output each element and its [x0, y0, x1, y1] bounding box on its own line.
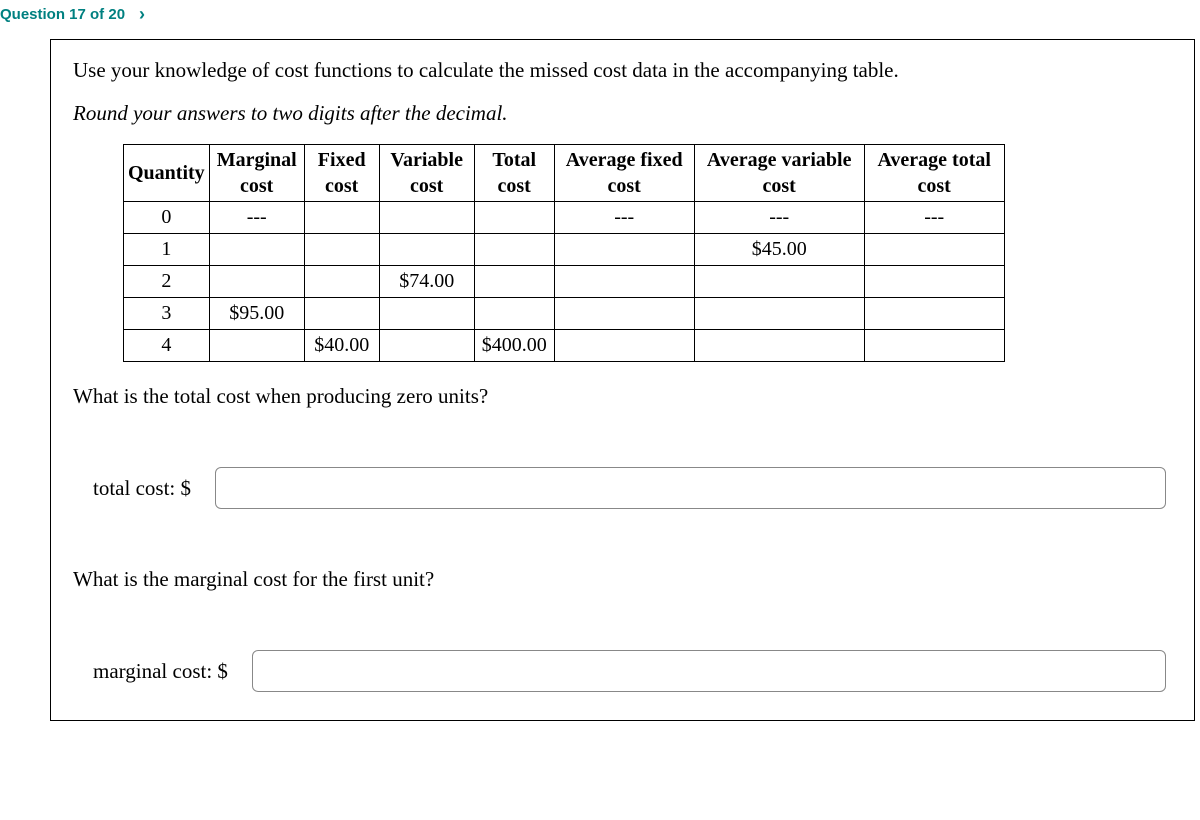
cell — [554, 330, 694, 362]
marginal-cost-input[interactable] — [252, 650, 1166, 692]
cell — [304, 202, 379, 234]
sub-question-2: What is the marginal cost for the first … — [73, 567, 1172, 592]
cell — [554, 298, 694, 330]
col-avg-fixed-cost: Average fixedcost — [554, 145, 694, 202]
cell: 4 — [124, 330, 210, 362]
total-cost-label: total cost: $ — [93, 476, 191, 501]
cell — [379, 202, 474, 234]
sub-question-1: What is the total cost when producing ze… — [73, 384, 1172, 409]
question-body: Use your knowledge of cost functions to … — [50, 39, 1195, 721]
cell: $400.00 — [474, 330, 554, 362]
table-row: 4 $40.00 $400.00 — [124, 330, 1005, 362]
answer-row-total-cost: total cost: $ — [93, 467, 1172, 509]
table-row: 0 --- --- --- --- — [124, 202, 1005, 234]
cell — [474, 266, 554, 298]
cell — [379, 298, 474, 330]
question-header: Question 17 of 20 › — [0, 0, 1200, 39]
cell: 2 — [124, 266, 210, 298]
cell — [304, 234, 379, 266]
cost-table: Quantity Marginalcost Fixedcost Variable… — [123, 144, 1005, 362]
cell — [864, 330, 1004, 362]
cell: $74.00 — [379, 266, 474, 298]
question-instruction: Round your answers to two digits after t… — [73, 101, 1172, 126]
col-total-cost: Totalcost — [474, 145, 554, 202]
cell: --- — [694, 202, 864, 234]
cell: 1 — [124, 234, 210, 266]
col-avg-variable-cost: Average variablecost — [694, 145, 864, 202]
total-cost-input[interactable] — [215, 467, 1166, 509]
cell — [864, 266, 1004, 298]
table-row: 1 $45.00 — [124, 234, 1005, 266]
cell — [694, 298, 864, 330]
cell: --- — [209, 202, 304, 234]
cell — [474, 234, 554, 266]
table-body: 0 --- --- --- --- 1 $45.00 2 — [124, 202, 1005, 362]
marginal-cost-label: marginal cost: $ — [93, 659, 228, 684]
next-question-icon[interactable]: › — [139, 4, 145, 25]
question-counter: Question 17 of 20 — [0, 6, 125, 23]
cell — [864, 234, 1004, 266]
cell — [209, 234, 304, 266]
cell: 3 — [124, 298, 210, 330]
cell — [304, 266, 379, 298]
cell — [864, 298, 1004, 330]
cell — [694, 266, 864, 298]
cell — [554, 234, 694, 266]
cell: --- — [554, 202, 694, 234]
col-quantity: Quantity — [124, 145, 210, 202]
cell — [474, 202, 554, 234]
question-prompt: Use your knowledge of cost functions to … — [73, 56, 1172, 85]
cell — [554, 266, 694, 298]
cell: $95.00 — [209, 298, 304, 330]
col-marginal-cost: Marginalcost — [209, 145, 304, 202]
cell — [474, 298, 554, 330]
cell — [379, 234, 474, 266]
cell — [379, 330, 474, 362]
cell: $45.00 — [694, 234, 864, 266]
cell — [209, 330, 304, 362]
table-header-row: Quantity Marginalcost Fixedcost Variable… — [124, 145, 1005, 202]
col-avg-total-cost: Average totalcost — [864, 145, 1004, 202]
table-row: 3 $95.00 — [124, 298, 1005, 330]
cell — [694, 330, 864, 362]
answer-row-marginal-cost: marginal cost: $ — [93, 650, 1172, 692]
cell: $40.00 — [304, 330, 379, 362]
cell: 0 — [124, 202, 210, 234]
table-row: 2 $74.00 — [124, 266, 1005, 298]
col-fixed-cost: Fixedcost — [304, 145, 379, 202]
cell — [209, 266, 304, 298]
cell: --- — [864, 202, 1004, 234]
cell — [304, 298, 379, 330]
col-variable-cost: Variablecost — [379, 145, 474, 202]
